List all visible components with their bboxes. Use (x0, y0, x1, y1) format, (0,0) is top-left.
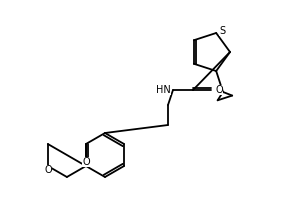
Text: HN: HN (156, 85, 170, 95)
Text: S: S (219, 26, 225, 36)
Text: O: O (82, 157, 90, 167)
Text: O: O (44, 165, 52, 175)
Text: O: O (215, 85, 223, 95)
